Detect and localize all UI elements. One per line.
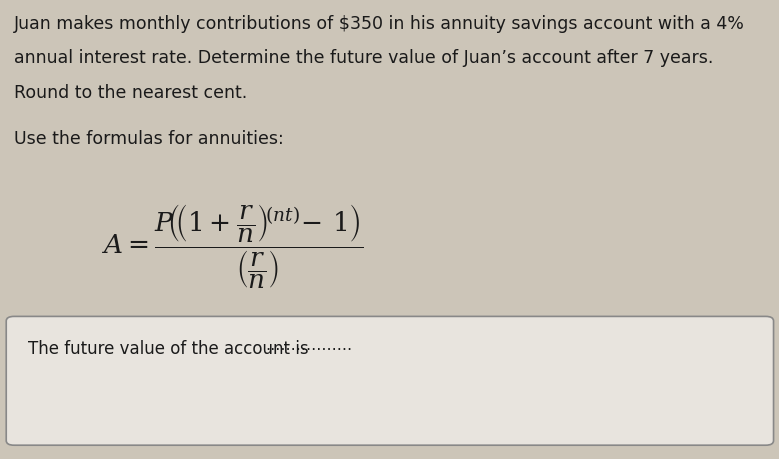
FancyBboxPatch shape [6, 317, 774, 445]
Text: $A = \dfrac{P\!\left(\!\left(1+\dfrac{r}{n}\right)^{\!(nt)}\!-\,1\right)}{\left(: $A = \dfrac{P\!\left(\!\left(1+\dfrac{r}… [101, 202, 364, 290]
Text: annual interest rate. Determine the future value of Juan’s account after 7 years: annual interest rate. Determine the futu… [14, 49, 714, 67]
Text: The future value of the account is: The future value of the account is [28, 340, 314, 358]
Text: Juan makes monthly contributions of $350 in his annuity savings account with a 4: Juan makes monthly contributions of $350… [14, 15, 745, 33]
Text: Use the formulas for annuities:: Use the formulas for annuities: [14, 129, 284, 147]
Text: .................: ................. [266, 337, 353, 353]
Text: Round to the nearest cent.: Round to the nearest cent. [14, 84, 247, 101]
